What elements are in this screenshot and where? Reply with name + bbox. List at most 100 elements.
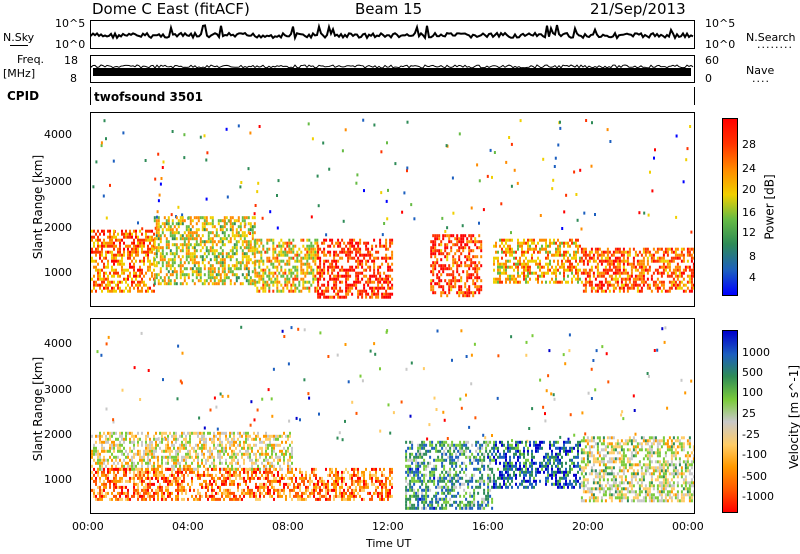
nave-label: Nave [746,64,775,77]
velocity-scatter-cell [568,333,571,337]
velocity-scatter-cell [460,329,463,333]
velocity-scatter-cell [347,380,350,384]
velocity-scatter-cell [525,353,528,357]
power-scatter-cell [105,137,107,141]
velocity-scatter-cell [545,389,548,393]
power-cb-tick-8: 8 [749,250,756,263]
power-scatter-cell [249,131,252,135]
power-scatter-cell [539,214,542,217]
velocity-scatter-cell [592,359,595,362]
power-scatter-cell [406,120,409,124]
power-scatter-cell [470,206,473,210]
velocity-cb-label: Velocity [m s^-1] [787,364,800,470]
power-scatter-cell [491,175,493,179]
power-scatter-cell [585,119,588,122]
power-scatter-cell [675,134,678,138]
velocity-scatter-cell [632,394,635,398]
power-scatter-cell [505,160,508,164]
power-scatter-cell [100,141,103,145]
power-scatter-cell [341,149,344,153]
power-scatter-cell [158,193,161,197]
velocity-scatter-cell [482,433,485,437]
velocity-scatter-cell [272,367,275,371]
power-region-4 [430,234,483,298]
velocity-scatter-cell [584,432,587,436]
power-scatter-cell [249,232,251,235]
power-scatter-cell [137,221,139,225]
power-scatter-cell [154,177,157,181]
power-scatter-cell [461,224,464,228]
power-scatter-cell [276,194,278,197]
vel-cb-tick-100: 100 [742,386,763,399]
power-cb-tick-20: 20 [742,183,756,196]
power-scatter-cell [519,119,522,123]
power-scatter-cell [478,221,480,225]
velocity-scatter-cell [422,367,425,371]
velocity-scatter-cell [468,425,471,429]
velocity-region-0 [91,431,293,471]
velocity-scatter-cell [297,327,300,331]
power-cb-tick-28: 28 [742,138,756,151]
power-cb-tick-4: 4 [749,271,756,284]
power-scatter-cell [643,211,646,215]
power-scatter-cell [199,135,202,139]
velocity-scatter-cell [510,335,513,339]
power-scatter-cell [205,158,208,162]
velocity-scatter-cell [656,348,659,352]
velocity-panel [90,318,695,514]
velocity-scatter-cell [436,329,439,333]
velocity-scatter-cell [451,358,453,362]
velocity-scatter-cell [107,335,110,339]
power-scatter-cell [247,167,250,171]
power-scatter-cell [160,177,163,180]
power-scatter-cell [561,227,564,230]
velocity-scatter-cell [410,361,413,365]
power-scatter-cell [254,204,257,207]
velocity-scatter-cell [550,392,553,396]
velocity-scatter-cell [568,349,571,353]
nsky-tick-bottom: 10^0 [55,38,86,51]
velocity-scatter-cell [470,382,473,386]
velocity-scatter-cell [139,398,142,401]
power-scatter-cell [156,215,158,219]
power-scatter-cell [489,148,492,152]
power-ytick-4000: 4000 [44,128,72,141]
power-scatter-cell [403,191,406,195]
velocity-scatter-cell [336,353,339,357]
power-scatter-cell [316,174,319,178]
power-scatter-cell [576,218,579,222]
velocity-scatter-cell [531,407,534,411]
nsky-label: N.Sky [3,31,35,44]
power-scatter-cell [401,210,404,214]
power-scatter-cell [516,181,519,185]
power-scatter-cell [675,215,678,219]
velocity-scatter-cell [386,329,389,333]
power-scatter-cell [307,122,310,126]
power-scatter-cell [237,124,240,128]
velocity-scatter-cell [661,327,664,331]
power-scatter-cell [183,156,186,160]
power-scatter-cell [689,125,692,128]
power-scatter-cell [557,143,560,147]
velocity-scatter-cell [359,374,362,378]
velocity-scatter-cell [379,429,382,433]
power-scatter-cell [551,187,554,191]
power-scatter-cell [109,183,111,187]
velocity-scatter-cell [344,419,346,423]
date-label: 21/Sep/2013 [590,0,686,18]
velocity-scatter-cell [361,379,364,383]
velocity-scatter-cell [595,349,598,353]
power-scatter-cell [690,230,693,234]
velocity-scatter-cell [121,388,124,392]
power-scatter-cell [510,184,513,188]
power-scatter-cell [95,160,98,164]
radar-title: Dome C East (fitACF) [92,0,250,18]
power-scatter-cell [510,142,513,146]
velocity-scatter-cell [281,329,284,333]
velocity-scatter-cell [261,397,264,401]
velocity-scatter-cell [405,367,408,371]
power-scatter-cell [590,164,593,168]
power-scatter-cell [261,216,264,220]
power-ytick-3000: 3000 [44,175,72,188]
velocity-scatter-cell [96,350,99,354]
